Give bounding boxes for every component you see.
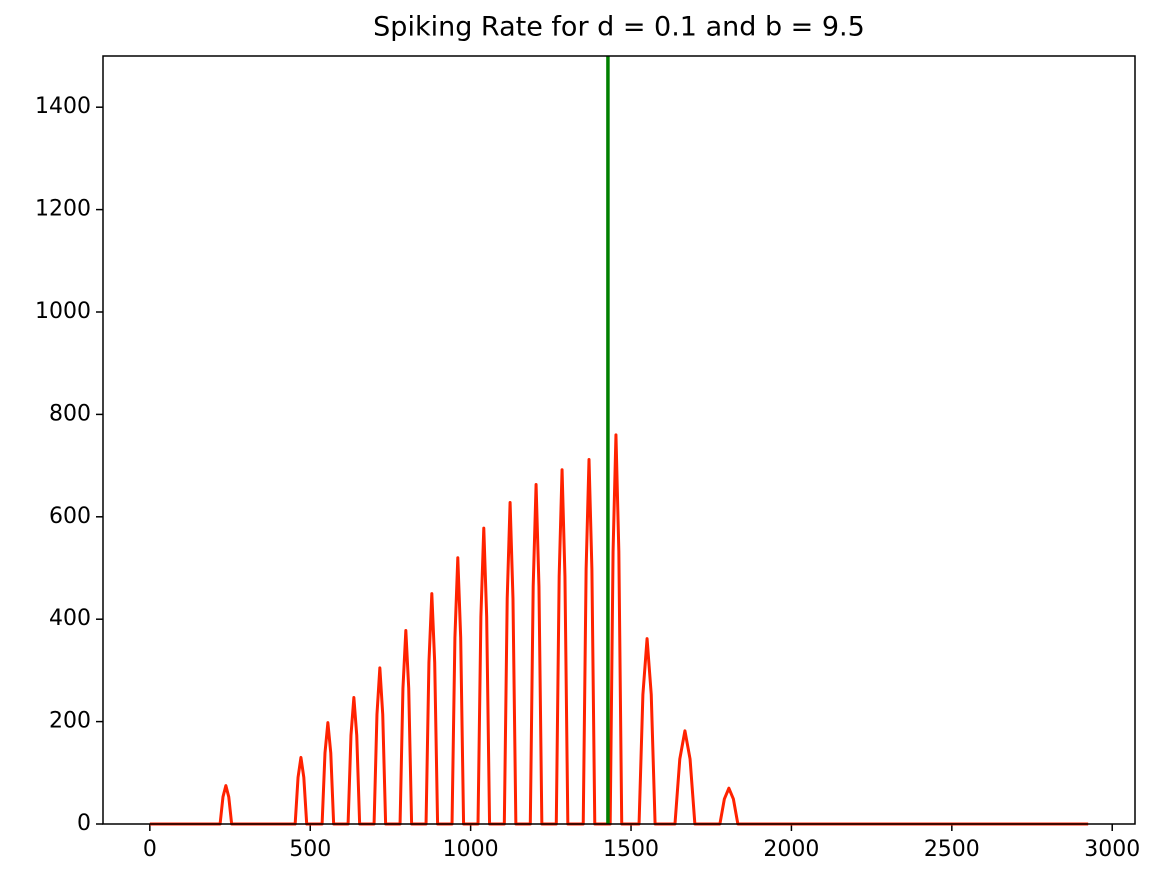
x-tick-label: 1000 [443,837,499,862]
x-tick-label: 2500 [924,837,980,862]
y-tick-label: 1400 [35,94,91,119]
y-tick-label: 0 [77,811,91,836]
x-tick-label: 0 [143,837,157,862]
chart-title: Spiking Rate for d = 0.1 and b = 9.5 [373,12,865,43]
x-tick-label: 1500 [603,837,659,862]
y-tick-label: 400 [49,606,91,631]
y-tick-label: 200 [49,709,91,734]
y-tick-label: 1000 [35,299,91,324]
x-tick-label: 500 [289,837,331,862]
y-tick-label: 1200 [35,197,91,222]
y-tick-label: 600 [49,504,91,529]
y-tick-label: 800 [49,401,91,426]
x-tick-label: 3000 [1084,837,1140,862]
plot-frame [102,55,1136,825]
data-line [149,433,1089,826]
x-tick-label: 2000 [763,837,819,862]
